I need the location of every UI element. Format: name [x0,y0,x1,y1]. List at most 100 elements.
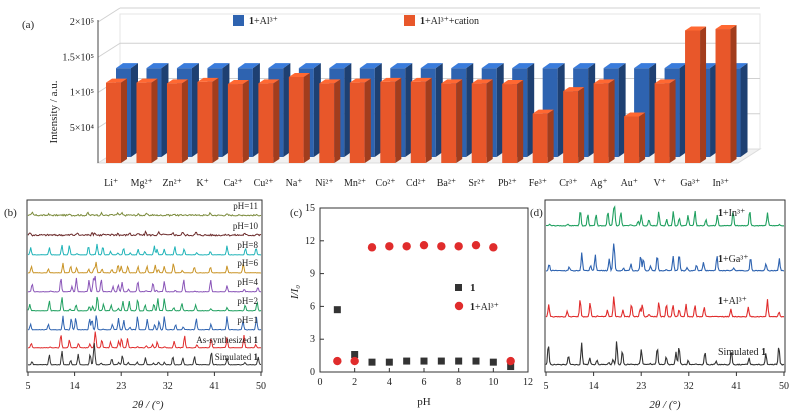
bar-top-face [227,80,249,85]
bar-front-14 [532,109,554,163]
bar-side-face [313,63,321,157]
ytick-label: 1×10⁵ [70,88,94,99]
data-point-square [507,363,515,371]
gridline-side [97,7,121,23]
bar-side-face [181,79,188,163]
pxrd-trace [27,230,262,237]
bar-front-13 [502,80,524,163]
legend-marker-circle [454,301,464,311]
ytick-label: 1.5×10⁵ [62,52,94,63]
bar-top-face [542,63,565,69]
panel-d: (d) 1+In³⁺1+Ga³⁺1+Al³⁺Simulated 1 5 14 23 3… [530,199,789,411]
bar-top-face [634,63,657,69]
bar-top-face [197,77,219,82]
label-rest-part: +Al³⁺ [723,296,747,307]
panel-c-legend: 11+Al³⁺ [454,282,499,313]
bar-front-face [624,116,640,163]
bar-front-face [136,82,152,163]
label-bold-part: 1 [470,302,475,313]
trace-group: pH=1 [27,315,262,331]
category-label: Ba²⁺ [437,178,456,189]
panel-a: (a) Intensity / a.u. 5×10⁴ 1×10⁵ 1.5×10⁵ 2×… [22,7,762,189]
category-label: Fe³⁺ [529,178,547,189]
bar-side-face [405,63,413,157]
bar-side-face [222,63,230,157]
xtick-label: 0 [318,377,323,388]
panel-a-categories: Li⁺ Mg²⁺ Zn²⁺ K⁺ Ca²⁺ Cu²⁺ Na⁺ Ni²⁺ Mn²⁺ Co²⁺ Cd²⁺… [104,178,729,189]
panel-a-yticks: 5×10⁴ 1×10⁵ 1.5×10⁵ 2×10⁵ [62,17,94,134]
bar-front-2 [166,79,188,163]
bar-side-face [273,79,280,163]
panel-b-label: (b) [4,207,17,219]
pxrd-trace [27,261,262,274]
panel-a-label: (a) [22,19,35,31]
xtick-label: 6 [422,377,427,388]
bar-top-face [166,79,188,84]
label-rest-part: +Ga³⁺ [723,254,749,265]
category-label: Mn²⁺ [344,178,366,189]
bar-side-face [740,63,748,157]
xtick-label: 23 [636,381,646,392]
bar-front-20 [715,25,737,163]
trace-group: 1+Ga³⁺ [545,243,785,273]
label-rest-part: +Al³⁺ [254,16,278,27]
bar-top-face [532,109,554,114]
bar-top-face [420,63,443,69]
data-point-circle [437,242,446,251]
bar-front-1 [136,78,158,163]
category-label: V⁺ [654,178,667,189]
bar-front-12 [471,79,493,163]
pxrd-trace [545,296,785,318]
xtick-label: 10 [488,377,498,388]
trace-group: As-synthesized 1 [27,331,262,349]
data-point-square [489,358,497,366]
pxrd-trace [27,296,262,312]
panel-b: (b) pH=11 pH=10 pH=8 pH=6 pH=4 pH=2 pH=1 As-syn… [4,199,266,411]
bar-top-face [136,78,158,83]
trace-group: pH=11 [27,201,262,217]
bar-front-face [715,29,731,163]
bar-top-face [329,63,352,69]
trace-group: 1+Al³⁺ [545,296,785,318]
trace-group: pH=8 [27,240,262,256]
panel-d-traces: 1+In³⁺1+Ga³⁺1+Al³⁺Simulated 1 [545,205,785,366]
pxrd-trace [27,315,262,331]
bar-front-face [593,83,609,163]
bar-top-face [481,63,504,69]
data-point-circle [333,356,342,366]
legend-label: 1+Al³⁺ [249,16,278,27]
panel-a-ylabel: Intensity / a.u. [48,80,60,143]
bar-front-19 [685,26,707,164]
bar-front-11 [441,79,463,163]
bar-side-face [517,80,524,163]
pxrd-trace [27,243,262,256]
ytick-label: 0 [310,367,315,378]
bar-side-face [496,63,504,157]
bar-top-face [176,63,199,69]
bar-side-face [700,26,707,164]
panel-d-frame [544,199,786,373]
label-rest-part: As-synthesized [196,335,253,345]
label-rest-part: +Al³⁺+cation [425,16,479,27]
data-point-square [472,357,480,365]
bar-front-face [471,83,487,163]
bar-front-face [380,81,396,163]
bar-top-face [268,63,291,69]
bar-top-face [390,63,413,69]
xtick-label: 32 [684,381,694,392]
label-bold-part: 1 [249,16,254,27]
bar-side-face [527,63,535,157]
category-label: Li⁺ [104,178,118,189]
category-label: Co²⁺ [376,178,396,189]
trace-group: pH=2 [27,296,262,312]
bar-side-face [486,79,493,163]
bar-side-face [608,79,615,163]
bar-front-face [502,84,518,163]
bar-side-face [303,72,310,163]
panel-c-ylabel: I/I₀ [289,285,301,300]
pxrd-trace [545,205,785,227]
bar-front-17 [624,112,646,163]
bar-front-15 [563,87,585,163]
trace-label: 1+Al³⁺ [718,296,747,307]
